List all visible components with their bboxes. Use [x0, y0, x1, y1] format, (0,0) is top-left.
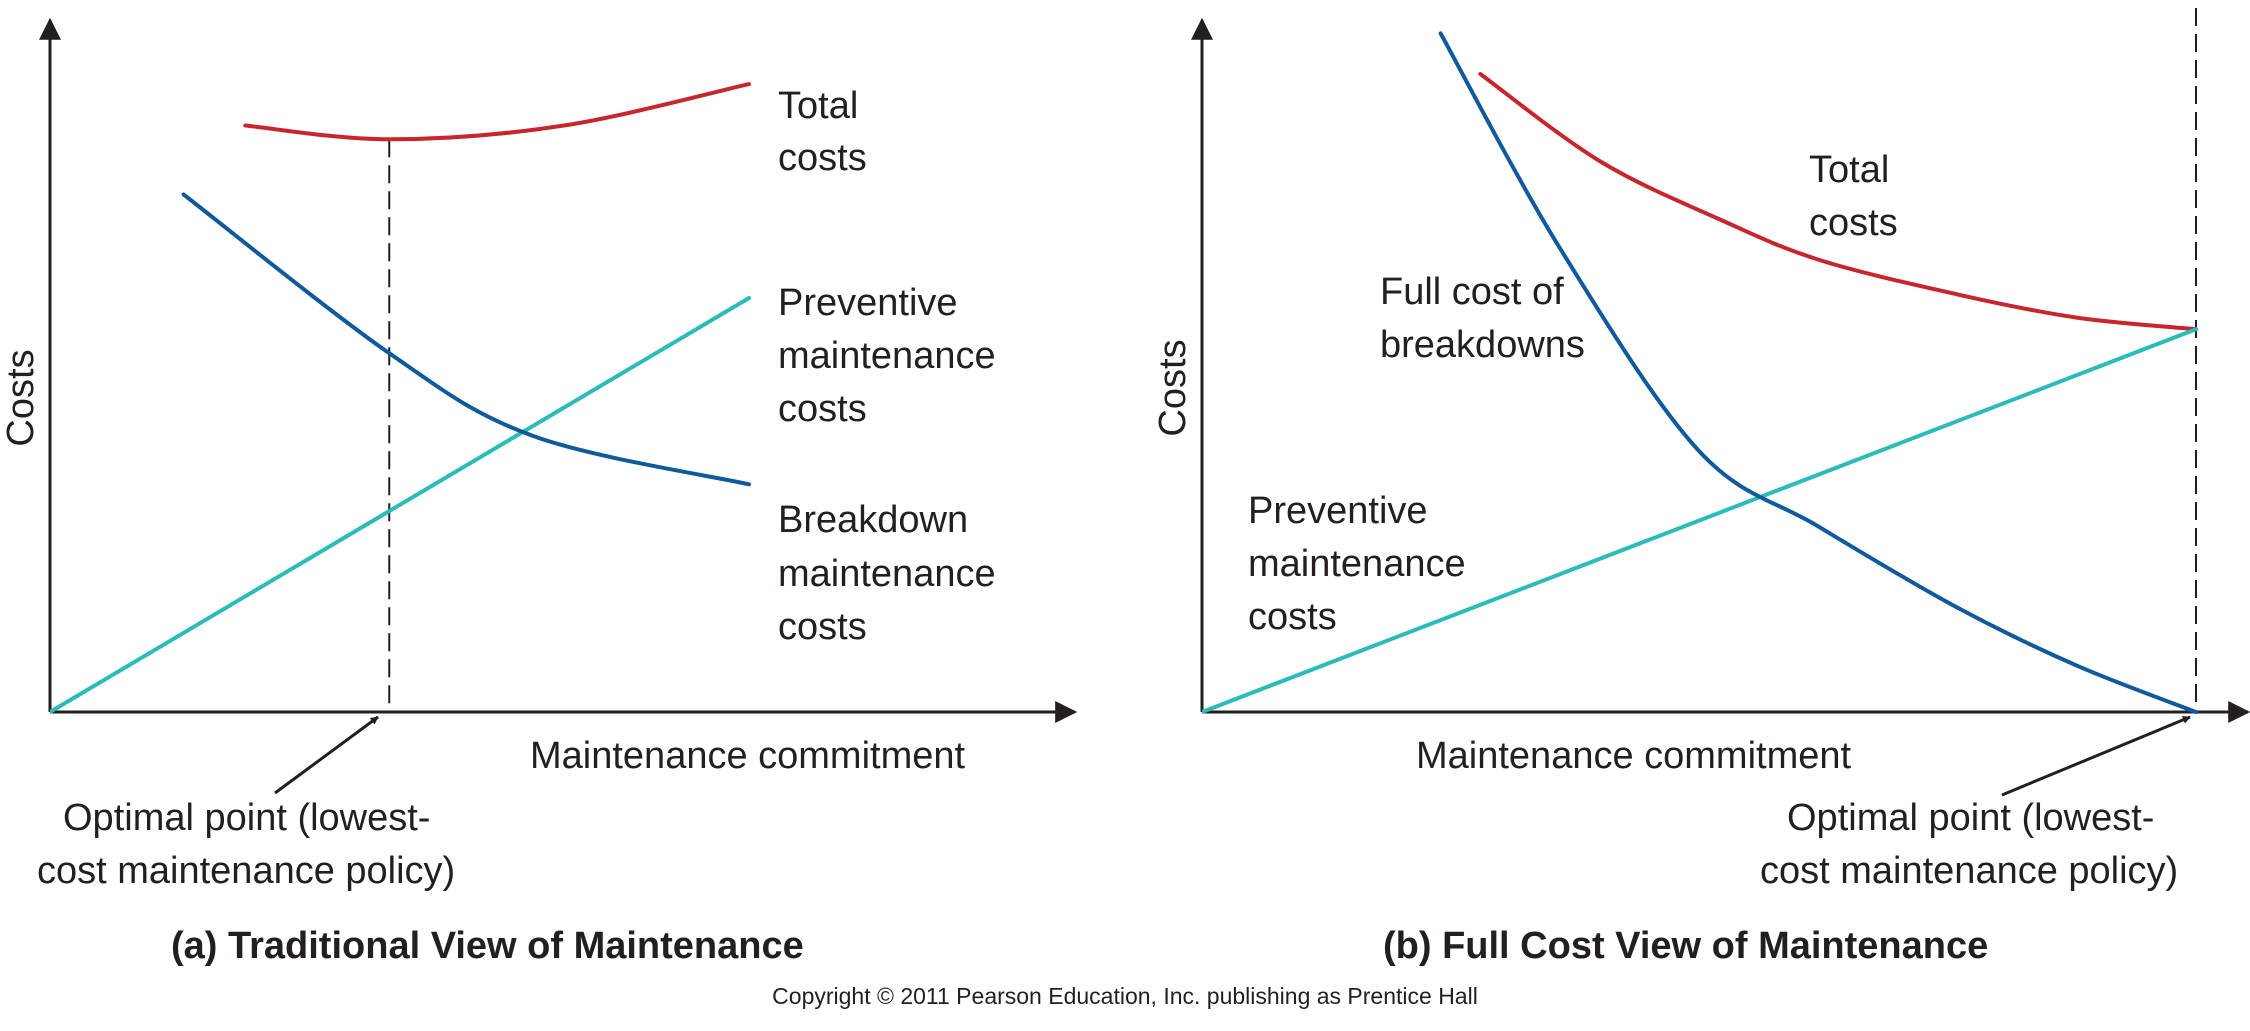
panel-b-y-axis-label: Costs [1152, 339, 1194, 436]
panel-a-series-breakdown-maintenance-costs [181, 192, 751, 487]
panel-a-traditional-view: Costs Maintenance commitment Total costs… [0, 17, 1078, 967]
panel-b-x-axis-label: Maintenance commitment [1416, 735, 1852, 777]
panel-b-full-cost-view: Costs Maintenance commitment Total costs… [1152, 8, 2250, 967]
panel-a-plot-area [50, 82, 752, 714]
copyright-text: Copyright © 2011 Pearson Education, Inc.… [772, 983, 1478, 1009]
panel-b-optimal-arrow [2001, 715, 2191, 797]
panel-a-breakdown-label: Breakdown maintenance costs [778, 499, 1006, 648]
panel-a-optimal-arrow [274, 715, 379, 795]
panel-a-preventive-label: Preventive maintenance costs [778, 282, 1006, 430]
panel-a-series-total-costs [243, 82, 751, 142]
panel-b-total-costs-label: Total costs [1809, 149, 1900, 244]
panel-a-caption: (a) Traditional View of Maintenance [171, 925, 804, 967]
panel-a-series-preventive-maintenance-costs [50, 296, 752, 714]
panel-a-y-axis-label: Costs [0, 349, 42, 446]
panel-a-x-axis-label: Maintenance commitment [530, 735, 966, 777]
panel-b-series-preventive-maintenance-costs [1202, 327, 2198, 714]
panel-b-plot-area [1202, 8, 2198, 714]
panel-a-total-costs-label: Total costs [778, 85, 869, 179]
panel-b-full-cost-label: Full cost of breakdowns [1380, 271, 1585, 366]
panel-b-series-full-cost-of-breakdowns [1438, 31, 2198, 714]
panel-a-optimal-label: Optimal point (lowest- cost maintenance … [37, 797, 455, 892]
panel-b-optimal-label: Optimal point (lowest- cost maintenance … [1760, 797, 2178, 892]
panel-b-caption: (b) Full Cost View of Maintenance [1383, 925, 1988, 967]
panel-b-preventive-label: Preventive maintenance costs [1248, 490, 1476, 638]
panel-b-series-total-costs [1478, 72, 2198, 332]
